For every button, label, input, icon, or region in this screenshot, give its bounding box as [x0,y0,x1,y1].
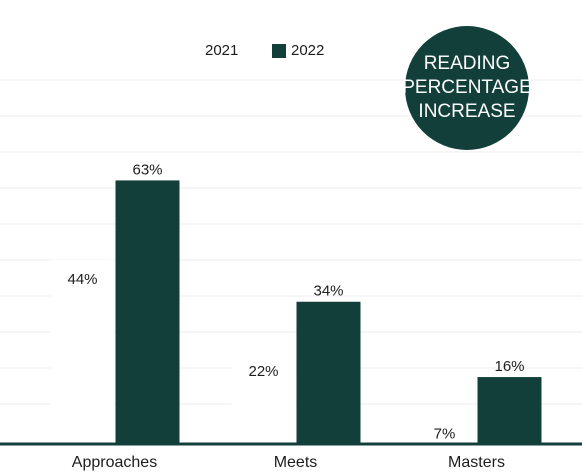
bar [477,377,542,444]
bar [296,301,361,444]
legend-swatch [272,44,286,58]
x-tick-label: Approaches [72,454,157,471]
data-label: 22% [248,363,278,380]
title-badge [405,26,529,150]
chart-title: READING PERCENTAGE INCREASE [402,53,532,122]
data-label: 63% [132,161,162,178]
bar [412,414,477,444]
data-label: 44% [67,271,97,288]
data-label: 34% [313,283,343,300]
x-tick-label: Meets [274,454,318,471]
bar [50,259,115,444]
bar [115,180,180,444]
data-label: 7% [434,426,456,443]
legend-label: 2021 [205,42,238,59]
bar [231,351,296,444]
legend-label: 2022 [291,42,324,59]
x-tick-label: Masters [448,454,505,471]
data-label: 16% [494,358,524,375]
